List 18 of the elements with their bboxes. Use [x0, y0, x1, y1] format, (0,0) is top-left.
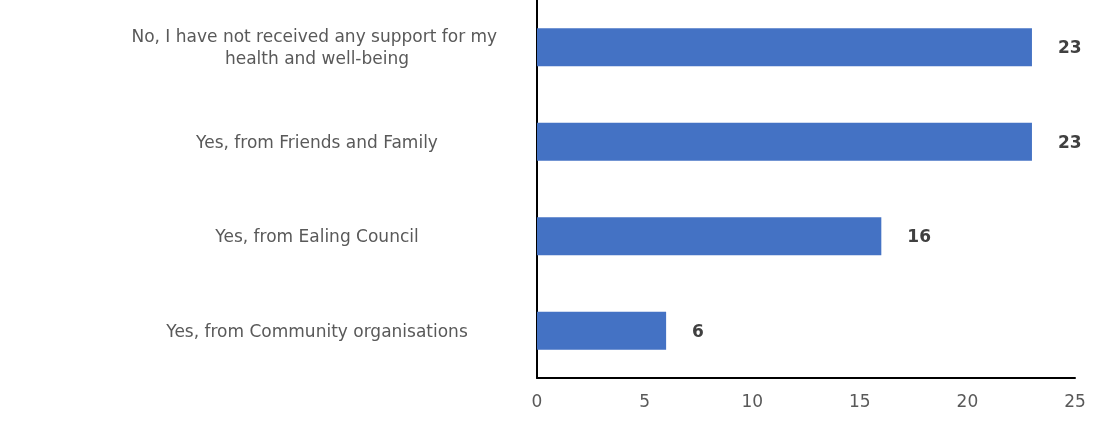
data-label: 23 [1057, 37, 1082, 58]
y-tick-label: Yes, from Community organisations [165, 320, 468, 341]
x-tick-label: 10 [741, 390, 764, 411]
data-label: 23 [1057, 131, 1082, 152]
x-tick-label: 25 [1064, 390, 1086, 411]
data-label: 16 [907, 226, 931, 247]
x-tick-label: 15 [848, 390, 871, 411]
data-label: 6 [692, 320, 704, 341]
bar [537, 28, 1032, 67]
y-tick-label: No, I have not received any support for my health and well-being [131, 26, 503, 69]
y-tick-label: Yes, from Ealing Council [214, 226, 419, 247]
bar [537, 122, 1032, 161]
bar [537, 311, 667, 350]
x-tick-label: 0 [531, 390, 543, 411]
bar [537, 217, 882, 256]
x-tick-label: 5 [639, 390, 651, 411]
y-tick-label: Yes, from Friends and Family [195, 131, 438, 152]
x-tick-label: 20 [956, 390, 979, 411]
